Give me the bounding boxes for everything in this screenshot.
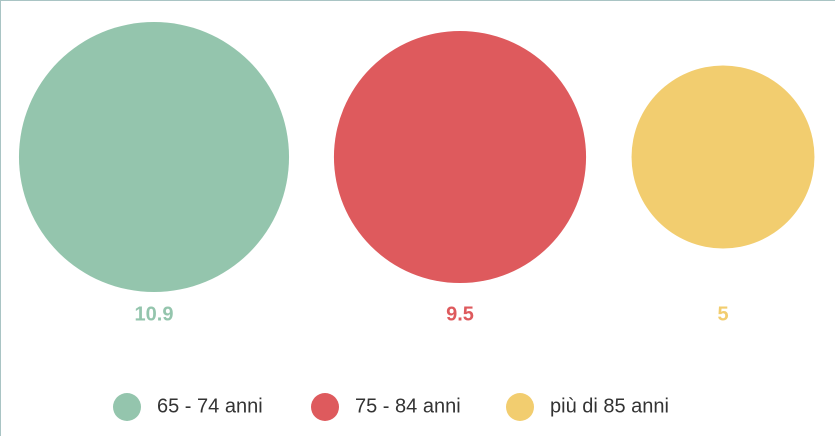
data-label: 10.9 xyxy=(135,303,174,325)
legend-label: più di 85 anni xyxy=(550,395,669,417)
legend-label: 65 - 74 anni xyxy=(157,395,263,417)
bubble xyxy=(631,65,815,249)
bubble xyxy=(333,30,587,284)
data-label: 5 xyxy=(717,303,728,325)
data-label: 9.5 xyxy=(446,303,474,325)
legend-swatch xyxy=(506,393,534,421)
legend-swatch xyxy=(113,393,141,421)
bubble xyxy=(18,21,290,293)
legend-label: 75 - 84 anni xyxy=(355,395,461,417)
legend-swatch xyxy=(311,393,339,421)
